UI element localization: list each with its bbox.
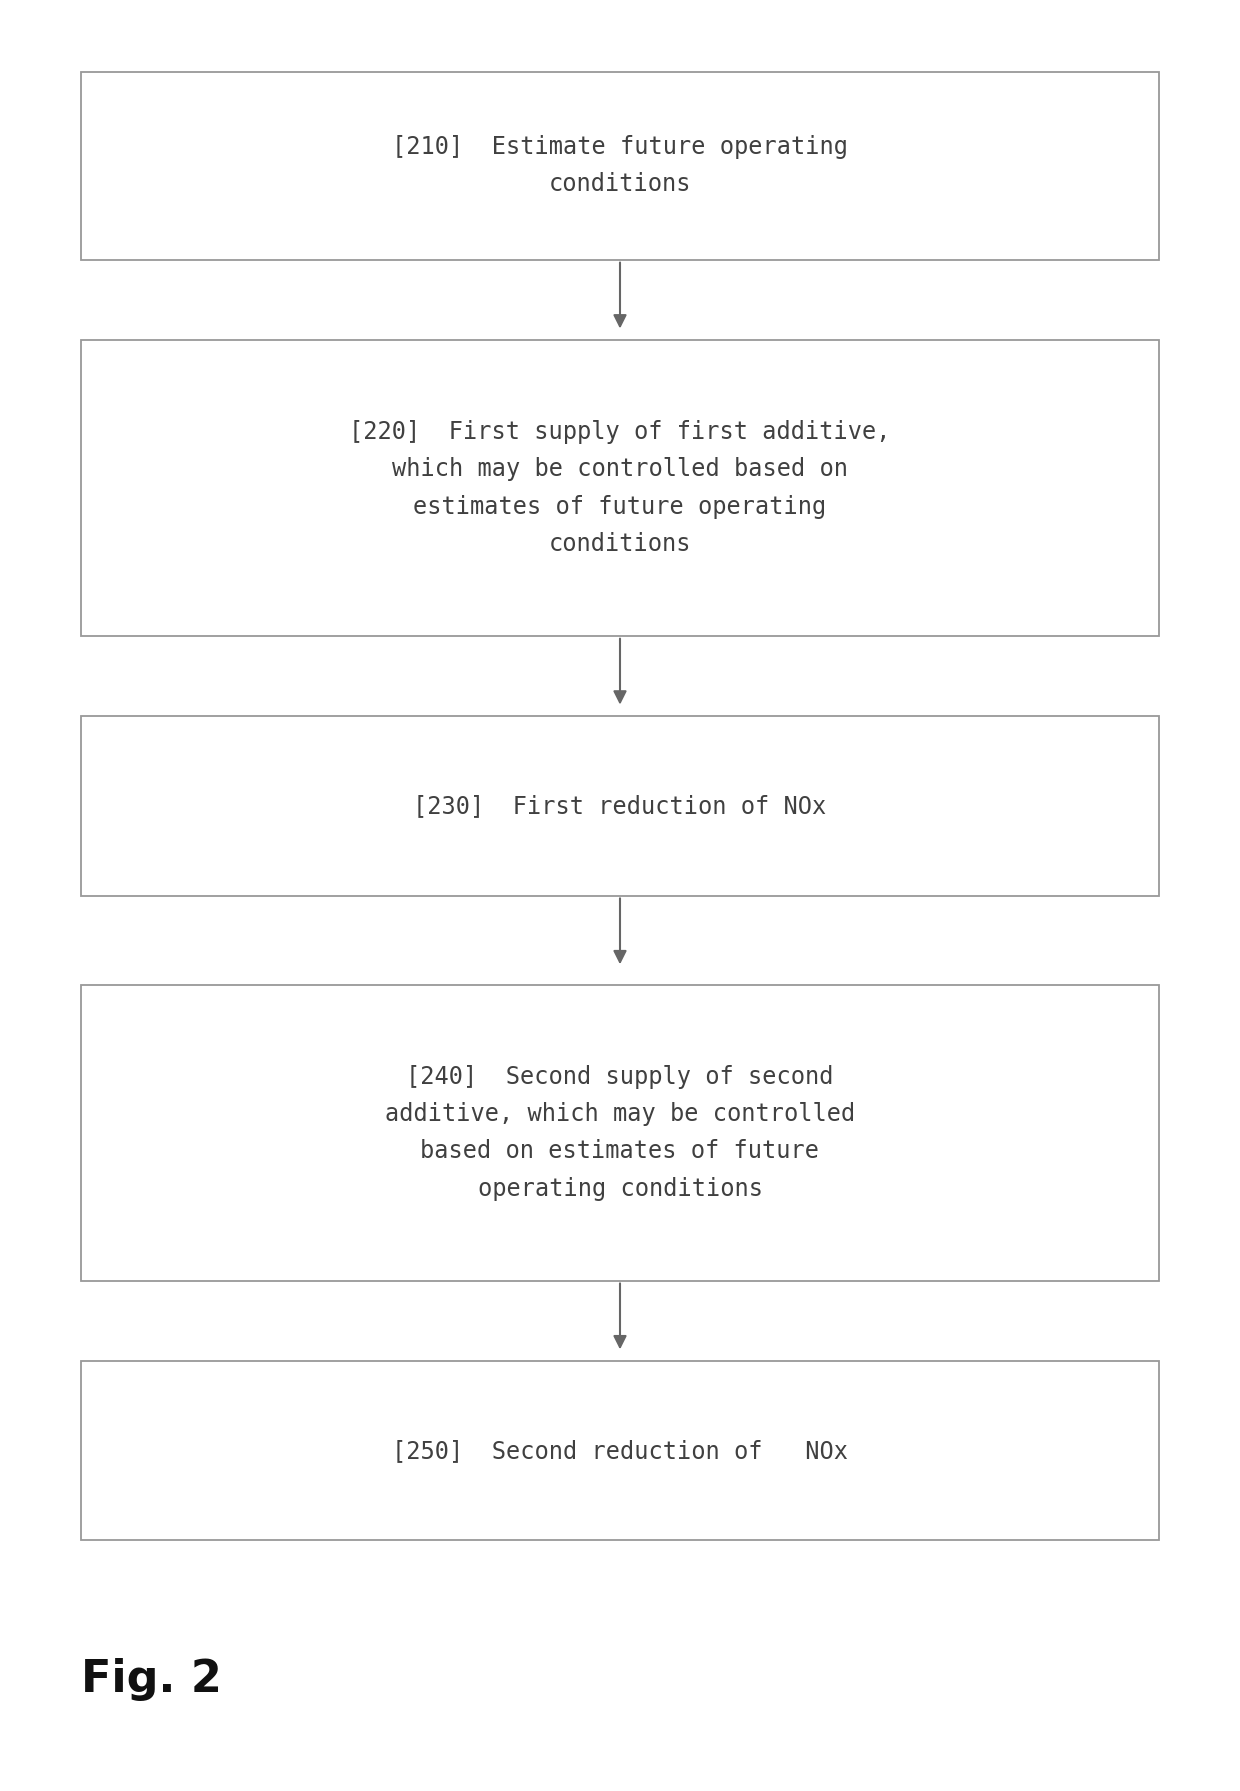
Text: [240]  Second supply of second
additive, which may be controlled
based on estima: [240] Second supply of second additive, … [384,1066,856,1200]
FancyBboxPatch shape [81,716,1159,896]
Text: [210]  Estimate future operating
conditions: [210] Estimate future operating conditio… [392,134,848,197]
Text: [230]  First reduction of NOx: [230] First reduction of NOx [413,793,827,818]
FancyBboxPatch shape [81,72,1159,260]
Text: [250]  Second reduction of   NOx: [250] Second reduction of NOx [392,1438,848,1463]
Text: Fig. 2: Fig. 2 [81,1658,222,1701]
Text: [220]  First supply of first additive,
which may be controlled based on
estimate: [220] First supply of first additive, wh… [350,421,890,555]
FancyBboxPatch shape [81,985,1159,1281]
FancyBboxPatch shape [81,340,1159,636]
FancyBboxPatch shape [81,1361,1159,1540]
